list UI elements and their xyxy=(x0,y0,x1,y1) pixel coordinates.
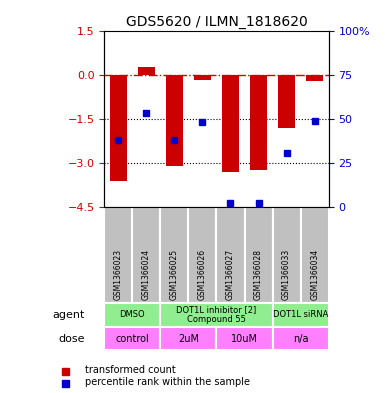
Text: GSM1366025: GSM1366025 xyxy=(170,249,179,300)
Text: dose: dose xyxy=(58,334,85,343)
FancyBboxPatch shape xyxy=(104,207,132,303)
Text: DMSO: DMSO xyxy=(119,310,145,319)
Text: DOT1L inhibitor [2]
Compound 55: DOT1L inhibitor [2] Compound 55 xyxy=(176,305,256,324)
Text: GSM1366023: GSM1366023 xyxy=(114,249,123,300)
Text: GSM1366027: GSM1366027 xyxy=(226,249,235,300)
Bar xyxy=(222,75,239,172)
Text: GSM1366024: GSM1366024 xyxy=(142,249,151,300)
Text: 2uM: 2uM xyxy=(178,334,199,343)
FancyBboxPatch shape xyxy=(273,327,329,351)
Text: transformed count: transformed count xyxy=(85,365,176,375)
Bar xyxy=(250,75,267,170)
FancyBboxPatch shape xyxy=(104,303,161,327)
Text: control: control xyxy=(116,334,149,343)
Text: GSM1366033: GSM1366033 xyxy=(282,249,291,300)
Text: GSM1366028: GSM1366028 xyxy=(254,249,263,300)
Bar xyxy=(138,66,155,75)
Text: GSM1366026: GSM1366026 xyxy=(198,249,207,300)
FancyBboxPatch shape xyxy=(161,207,188,303)
Text: n/a: n/a xyxy=(293,334,308,343)
Text: agent: agent xyxy=(52,310,85,320)
Text: 10uM: 10uM xyxy=(231,334,258,343)
Bar xyxy=(110,75,127,180)
FancyBboxPatch shape xyxy=(216,327,273,351)
FancyBboxPatch shape xyxy=(104,327,161,351)
FancyBboxPatch shape xyxy=(161,303,273,327)
Title: GDS5620 / ILMN_1818620: GDS5620 / ILMN_1818620 xyxy=(126,15,307,29)
Bar xyxy=(194,75,211,80)
FancyBboxPatch shape xyxy=(188,207,216,303)
FancyBboxPatch shape xyxy=(273,207,301,303)
FancyBboxPatch shape xyxy=(244,207,273,303)
FancyBboxPatch shape xyxy=(216,207,244,303)
FancyBboxPatch shape xyxy=(161,327,216,351)
FancyBboxPatch shape xyxy=(273,303,329,327)
Text: percentile rank within the sample: percentile rank within the sample xyxy=(85,377,250,387)
FancyBboxPatch shape xyxy=(132,207,161,303)
Text: GSM1366034: GSM1366034 xyxy=(310,249,319,300)
FancyBboxPatch shape xyxy=(301,207,329,303)
Bar xyxy=(278,75,295,128)
Bar xyxy=(306,75,323,81)
Bar xyxy=(166,75,183,166)
Text: DOT1L siRNA: DOT1L siRNA xyxy=(273,310,328,319)
